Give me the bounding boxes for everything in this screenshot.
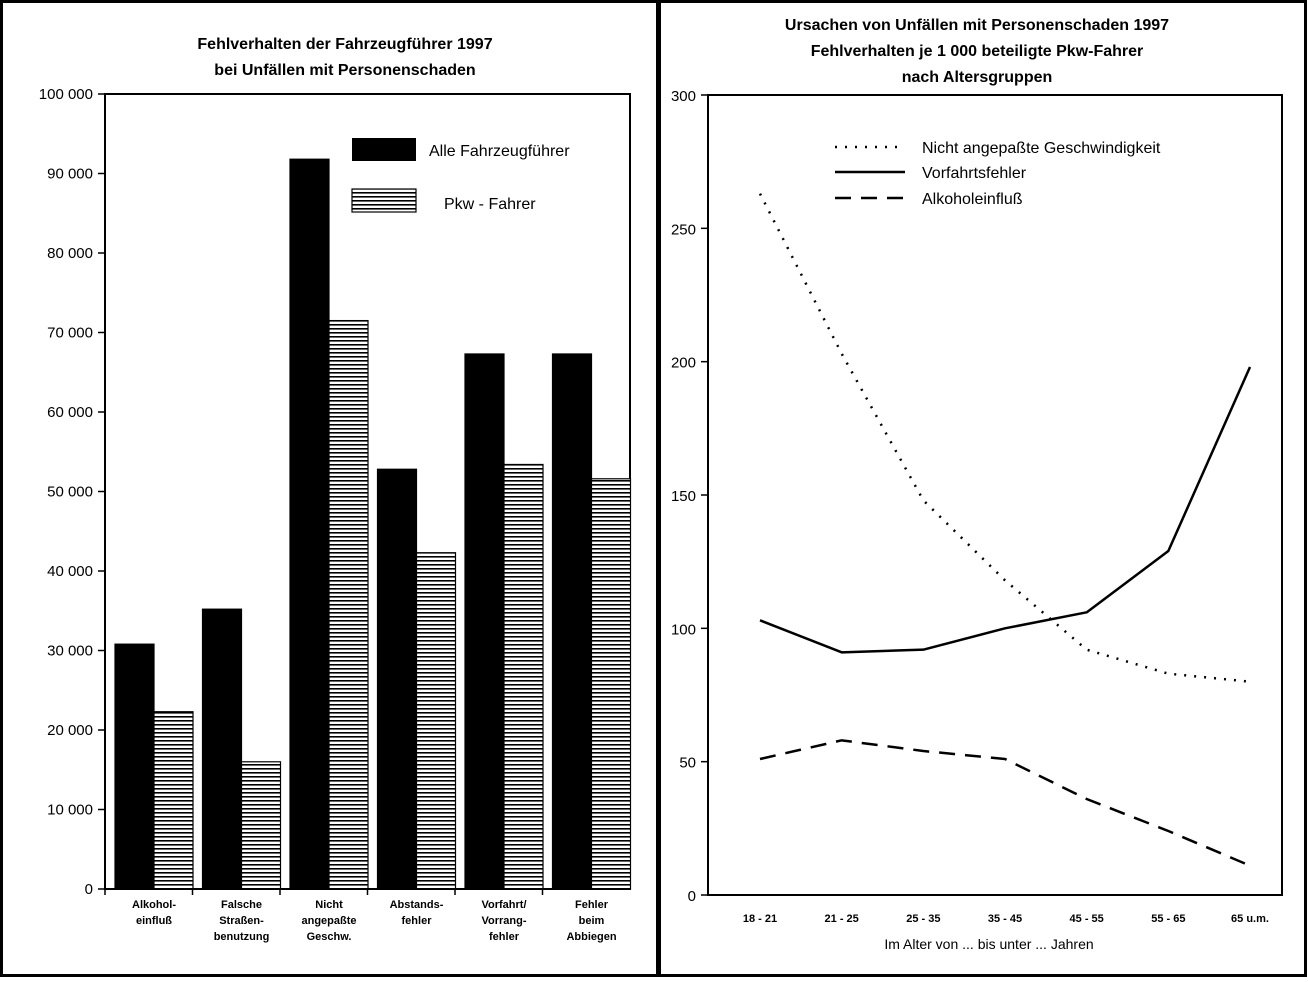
x-tick-label: 55 - 65	[1151, 913, 1185, 925]
y-tick-label: 80 000	[47, 245, 93, 262]
legend-label-alle-fahrzeugfuehrer: Alle Fahrzeugführer	[429, 143, 570, 160]
x-tick-label: benutzung	[214, 931, 270, 943]
bar-alle-fahrzeugfuehrer	[201, 608, 243, 890]
bar-pkw-fahrer	[590, 478, 632, 890]
left-panel-border	[0, 0, 659, 977]
line-chart-y-axis: 0 50 100 150 200 250 300	[671, 88, 708, 905]
x-tick-label: 18 - 21	[743, 913, 777, 925]
bar-pkw-fahrer	[503, 463, 544, 890]
bar-alle-fahrzeugfuehrer	[289, 158, 330, 890]
y-tick-label: 0	[688, 888, 696, 905]
bar-pkw-fahrer	[415, 552, 457, 890]
y-tick-label: 10 000	[47, 802, 93, 819]
x-tick-label: fehler	[489, 931, 520, 943]
y-tick-label: 20 000	[47, 722, 93, 739]
bar-chart-y-axis: 0 10 000 20 000 30 000 40 000 50 000 60 000 70 …	[39, 86, 105, 898]
legend-label-vorfahrtsfehler: Vorfahrtsfehler	[922, 165, 1027, 182]
y-tick-label: 70 000	[47, 325, 93, 342]
line-chart-title-line-1: Ursachen von Unfällen mit Personenschade…	[785, 17, 1169, 34]
x-tick-label: fehler	[402, 915, 433, 927]
x-tick-label: Abstands-	[390, 899, 444, 911]
line-chart-x-axis: 18 - 21 21 - 25 25 - 35 35 - 45 45 - 55 55 - …	[743, 913, 1269, 925]
y-tick-label: 200	[671, 355, 696, 372]
x-tick-label: 25 - 35	[906, 913, 940, 925]
series-line-geschwindigkeit	[758, 193, 1251, 683]
bar-chart: Fehlverhalten der Fahrzeugführer 1997 be…	[39, 36, 632, 943]
y-tick-label: 0	[85, 881, 93, 898]
bar-pkw-fahrer	[240, 761, 282, 890]
bar-alle-fahrzeugfuehrer	[376, 468, 418, 890]
line-chart-title-line-3: nach Altersgruppen	[902, 69, 1053, 86]
bar-pkw-fahrer	[328, 319, 369, 890]
x-tick-label: Alkohol-	[132, 899, 176, 911]
bar-chart-x-axis: Alkohol-einfluß Falsche Straßen-benutzung N…	[104, 889, 617, 943]
line-chart-x-axis-label: Im Alter von ... bis unter ... Jahren	[884, 936, 1093, 952]
x-tick-label: Fehler	[575, 899, 609, 911]
x-tick-label: Vorfahrt/	[481, 899, 526, 911]
y-tick-label: 50	[679, 755, 696, 772]
series-line-vorfahrtsfehler	[759, 366, 1252, 654]
line-chart: Ursachen von Unfällen mit Personenschade…	[671, 17, 1283, 952]
bar-alle-fahrzeugfuehrer	[464, 353, 505, 890]
bar-alle-fahrzeugfuehrer	[114, 643, 155, 890]
x-tick-label: 45 - 55	[1070, 913, 1104, 925]
x-tick-label: 35 - 45	[988, 913, 1022, 925]
bar-chart-title-line-2: bei Unfällen mit Personenschaden	[214, 62, 475, 79]
bar-chart-bars	[114, 158, 632, 890]
x-tick-label: Vorrang-	[481, 915, 526, 927]
x-tick-label: Geschw.	[307, 931, 352, 943]
line-chart-legend: Nicht angepaßte Geschwindigkeit Vorfahrt…	[835, 140, 1161, 208]
x-tick-label: einfluß	[136, 915, 172, 927]
y-tick-label: 150	[671, 488, 696, 505]
y-tick-label: 100 000	[39, 86, 93, 103]
legend-label-alkoholeinfluss: Alkoholeinfluß	[922, 191, 1023, 208]
x-tick-label: Nicht	[315, 899, 343, 911]
y-tick-label: 100	[671, 621, 696, 638]
bar-pkw-fahrer	[153, 711, 194, 890]
legend-swatch-pkw-fahrer	[351, 188, 417, 213]
y-tick-label: 30 000	[47, 643, 93, 660]
line-chart-plot-frame	[707, 94, 1283, 896]
y-tick-label: 40 000	[47, 563, 93, 580]
legend-label-pkw-fahrer: Pkw - Fahrer	[444, 196, 536, 213]
y-tick-label: 250	[671, 221, 696, 238]
y-tick-label: 50 000	[47, 484, 93, 501]
right-panel-border	[658, 0, 1307, 977]
x-tick-label: beim	[579, 915, 605, 927]
line-chart-series	[758, 193, 1252, 867]
legend-swatch-alle-fahrzeugfuehrer	[352, 138, 416, 161]
x-tick-label: Abbiegen	[566, 931, 616, 943]
y-tick-label: 300	[671, 88, 696, 105]
x-tick-label: Falsche	[221, 899, 262, 911]
y-tick-label: 90 000	[47, 166, 93, 183]
x-tick-label: 65 u.m.	[1231, 913, 1269, 925]
x-tick-label: 21 - 25	[825, 913, 859, 925]
x-tick-label: angepaßte	[301, 915, 356, 927]
legend-label-geschwindigkeit: Nicht angepaßte Geschwindigkeit	[922, 140, 1161, 157]
x-tick-label: Straßen-	[219, 915, 264, 927]
series-line-alkoholeinfluss	[759, 739, 1251, 867]
bar-chart-title-line-1: Fehlverhalten der Fahrzeugführer 1997	[197, 36, 492, 53]
bar-alle-fahrzeugfuehrer	[551, 353, 593, 890]
y-tick-label: 60 000	[47, 404, 93, 421]
bar-chart-legend: Alle Fahrzeugführer Pkw - Fahrer	[351, 138, 570, 213]
line-chart-title-line-2: Fehlverhalten je 1 000 beteiligte Pkw-Fa…	[811, 43, 1144, 60]
